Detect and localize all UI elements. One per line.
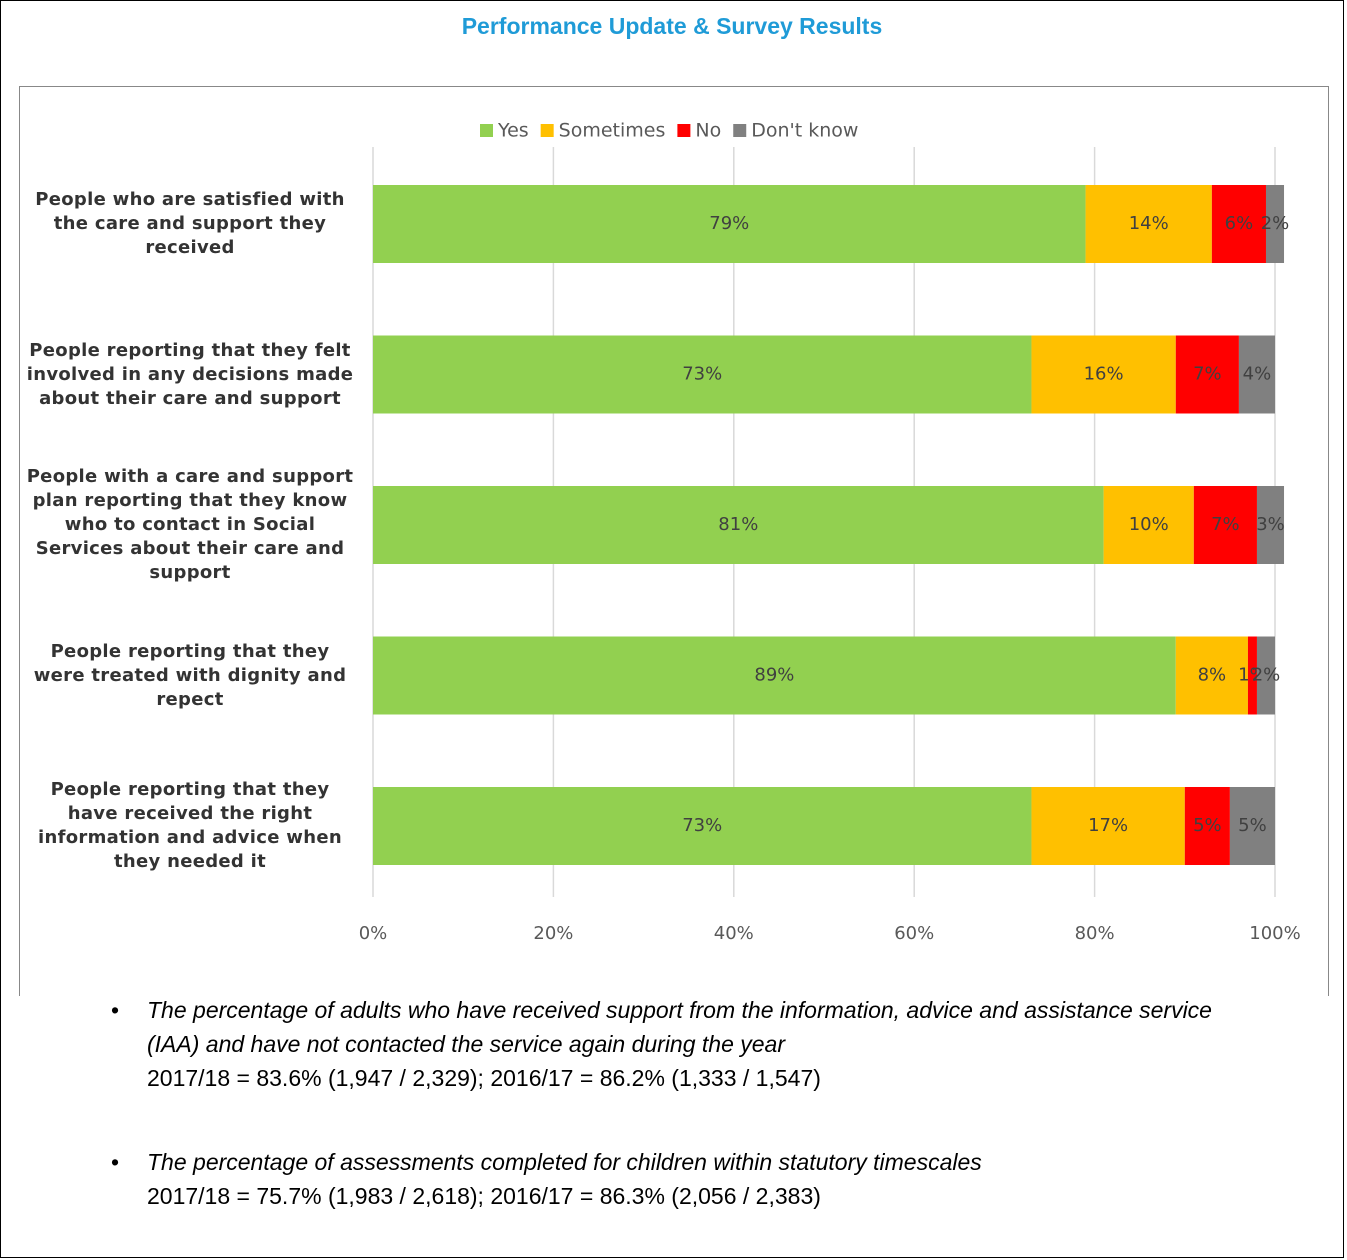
bar-segment <box>1175 335 1239 414</box>
data-label: 2% <box>1252 665 1281 686</box>
x-tick-label: 100% <box>1249 923 1300 944</box>
data-label: 7% <box>1211 514 1240 535</box>
chart: 0% 20% 40% 60% 80% 100% Yes Sometimes No Don't kn… <box>359 120 1301 945</box>
data-label: 14% <box>1129 213 1169 234</box>
bar-segment <box>1031 335 1176 414</box>
legend-label: Yes <box>497 120 529 142</box>
data-label: 3% <box>1256 514 1285 535</box>
bar-segment <box>1184 787 1230 865</box>
bar-segment <box>373 486 1104 564</box>
bar-segment <box>373 185 1086 263</box>
bullet-detail: 2017/18 = 75.7% (1,983 / 2,618); 2016/17… <box>147 1183 821 1209</box>
bar-segment <box>373 787 1032 865</box>
data-label: 79% <box>709 213 749 234</box>
category-label: People with a care and support plan repo… <box>26 466 354 583</box>
category-label: People who are satisfied with the care a… <box>35 189 345 258</box>
data-label: 10% <box>1129 514 1169 535</box>
bar-segment <box>1031 787 1185 865</box>
legend-swatch <box>540 124 554 137</box>
bar-segment <box>373 636 1176 715</box>
bar-segment <box>1193 486 1257 564</box>
x-tick-label: 60% <box>894 923 934 944</box>
bullet-text: The percentage of assessments completed … <box>147 1149 982 1175</box>
data-label: 17% <box>1088 815 1128 836</box>
x-tick-label: 0% <box>359 923 388 944</box>
data-label: 89% <box>754 665 794 686</box>
data-label: 73% <box>682 364 722 385</box>
legend-label: Don't know <box>751 120 858 142</box>
category-label: People reporting that they felt involved… <box>26 339 354 409</box>
data-label: 16% <box>1084 364 1124 385</box>
title: Performance Update & Survey Results <box>461 13 883 39</box>
bar-segment <box>1256 486 1285 564</box>
bullet-dot: • <box>111 997 120 1023</box>
category-label: People reporting that they have received… <box>38 779 342 872</box>
bar-segment <box>1085 185 1212 263</box>
legend-swatch <box>480 124 493 137</box>
data-label: 6% <box>1225 213 1254 234</box>
data-label: 81% <box>718 514 758 535</box>
data-label: 2% <box>1261 213 1290 234</box>
legend-label: Sometimes <box>559 120 666 142</box>
data-label: 5% <box>1238 815 1267 836</box>
bar-segment <box>1175 636 1248 715</box>
x-tick-label: 40% <box>714 923 754 944</box>
bar-segment <box>1256 636 1275 715</box>
x-tick-label: 20% <box>533 923 573 944</box>
bullet-item: • The percentage of adults who have rece… <box>111 993 1261 1095</box>
bar-segment <box>1229 787 1275 865</box>
bar-segment <box>1211 185 1266 263</box>
bullet-detail: 2017/18 = 83.6% (1,947 / 2,329); 2016/17… <box>147 1065 821 1091</box>
data-label: 73% <box>682 815 722 836</box>
bullet-text: The percentage of adults who have receiv… <box>147 997 1212 1057</box>
bullet-dot: • <box>111 1149 120 1175</box>
x-tick-label: 80% <box>1075 923 1115 944</box>
bar-segment <box>1247 636 1257 715</box>
data-label: 8% <box>1198 665 1227 686</box>
bullet-item: • The percentage of assessments complete… <box>111 1145 1261 1213</box>
bar-segment <box>1238 335 1275 414</box>
chart-frame: 0% 20% 40% 60% 80% 100% Yes Sometimes No Don't kn… <box>19 86 1329 996</box>
data-label: 4% <box>1243 364 1272 385</box>
bar-segment <box>1265 185 1285 263</box>
bar-segment <box>373 335 1032 414</box>
data-label: 5% <box>1193 815 1222 836</box>
legend-label: No <box>695 120 721 142</box>
legend-swatch <box>677 124 691 137</box>
bar-segment <box>1103 486 1194 564</box>
legend-swatch <box>733 124 747 137</box>
category-label: People reporting that they were treated … <box>33 640 347 710</box>
data-label: 7% <box>1193 364 1222 385</box>
